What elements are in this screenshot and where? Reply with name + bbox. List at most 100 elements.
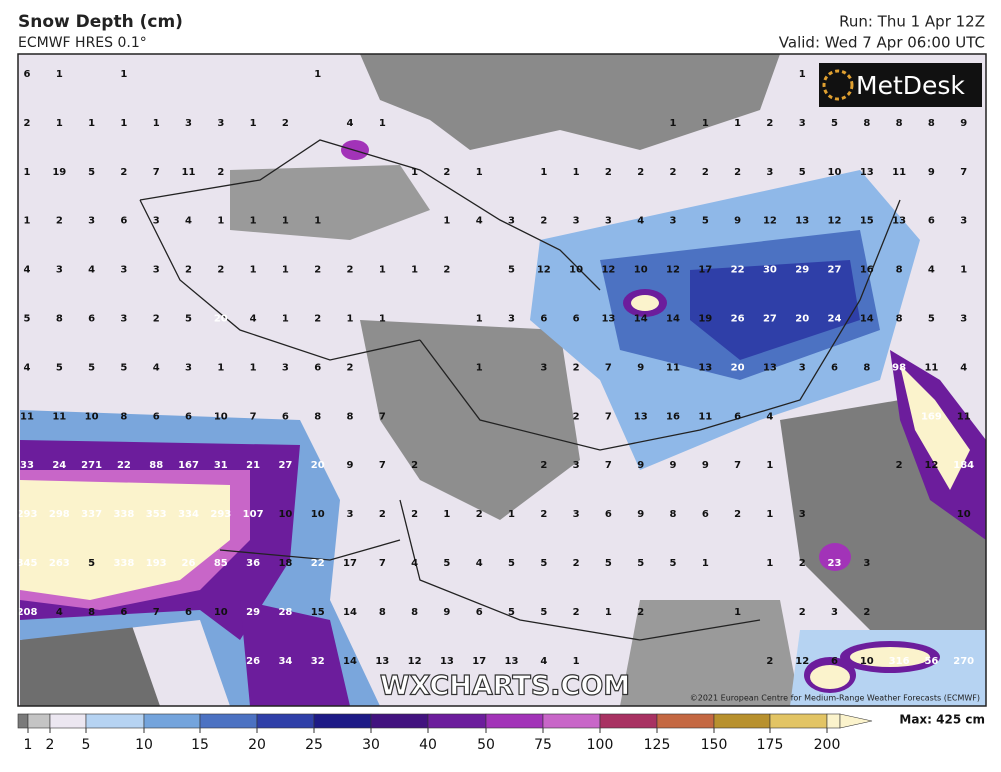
depth-value: 5 — [56, 362, 63, 373]
depth-value: 20 — [311, 460, 325, 471]
legend-label: 75 — [534, 737, 552, 753]
depth-value: 293 — [210, 509, 231, 520]
depth-value: 1 — [799, 69, 806, 80]
depth-value: 12 — [601, 265, 615, 276]
depth-value: 6 — [702, 509, 709, 520]
depth-value: 16 — [666, 411, 680, 422]
depth-value: 12 — [795, 656, 809, 667]
depth-value: 5 — [702, 216, 709, 227]
depth-value: 1 — [411, 265, 418, 276]
copyright: ©2021 European Centre for Medium-Range W… — [690, 694, 980, 703]
depth-value: 1 — [250, 265, 257, 276]
depth-value: 3 — [863, 558, 870, 569]
depth-value: 10 — [214, 411, 228, 422]
legend-swatch — [199, 713, 258, 729]
valid-time: Valid: Wed 7 Apr 06:00 UTC — [779, 34, 985, 52]
legend-arrow — [839, 713, 873, 729]
legend-swatch — [599, 713, 658, 729]
depth-value: 1 — [443, 509, 450, 520]
depth-value: 2 — [24, 118, 31, 129]
depth-value: 5 — [799, 167, 806, 178]
legend-swatch — [485, 713, 544, 729]
depth-value: 3 — [347, 509, 354, 520]
depth-value: 1 — [573, 167, 580, 178]
depth-value: 3 — [88, 216, 95, 227]
depth-value: 11 — [182, 167, 196, 178]
depth-value: 3 — [573, 509, 580, 520]
legend-label: 50 — [477, 737, 495, 753]
depth-value: 338 — [113, 558, 134, 569]
depth-value: 10 — [860, 656, 874, 667]
legend-label: 5 — [82, 737, 91, 753]
depth-value: 5 — [443, 558, 450, 569]
depth-value: 13 — [892, 216, 906, 227]
depth-value: 9 — [734, 216, 741, 227]
depth-value: 1 — [282, 216, 289, 227]
depth-value: 28 — [278, 607, 292, 618]
depth-value: 7 — [153, 167, 160, 178]
depth-value: 12 — [666, 265, 680, 276]
depth-value: 293 — [17, 509, 38, 520]
depth-value: 8 — [863, 362, 870, 373]
depth-value: 2 — [443, 167, 450, 178]
depth-value: 5 — [831, 118, 838, 129]
depth-value: 9 — [960, 118, 967, 129]
depth-value: 4 — [347, 118, 354, 129]
max-value: Max: 425 cm — [899, 713, 985, 727]
legend-swatch — [826, 713, 841, 729]
depth-value: 1 — [56, 69, 63, 80]
run-time: Run: Thu 1 Apr 12Z — [839, 13, 985, 31]
depth-value: 2 — [799, 558, 806, 569]
depth-value: 4 — [24, 265, 31, 276]
depth-value: 3 — [56, 265, 63, 276]
depth-value: 7 — [379, 460, 386, 471]
legend-swatch — [143, 713, 201, 729]
depth-value: 3 — [573, 216, 580, 227]
depth-value: 9 — [443, 607, 450, 618]
depth-value: 6 — [928, 216, 935, 227]
depth-value: 6 — [831, 362, 838, 373]
depth-value: 2 — [379, 509, 386, 520]
depth-value: 5 — [88, 362, 95, 373]
depth-value: 5 — [540, 607, 547, 618]
depth-value: 6 — [153, 411, 160, 422]
depth-value: 20 — [214, 314, 228, 325]
depth-value: 1 — [56, 118, 63, 129]
depth-value: 3 — [960, 314, 967, 325]
depth-value: 11 — [698, 411, 712, 422]
depth-value: 2 — [799, 607, 806, 618]
depth-value: 4 — [250, 314, 257, 325]
depth-value: 2 — [347, 265, 354, 276]
depth-value: 1 — [605, 607, 612, 618]
depth-value: 8 — [314, 411, 321, 422]
depth-value: 13 — [698, 362, 712, 373]
depth-value: 34 — [278, 656, 292, 667]
depth-value: 1 — [766, 460, 773, 471]
depth-value: 2 — [314, 265, 321, 276]
legend-label: 150 — [701, 737, 728, 753]
depth-value: 4 — [88, 265, 95, 276]
depth-value: 7 — [605, 460, 612, 471]
depth-value: 3 — [766, 167, 773, 178]
legend-label: 25 — [305, 737, 323, 753]
depth-value: 1 — [120, 118, 127, 129]
depth-value: 13 — [795, 216, 809, 227]
depth-value: 13 — [634, 411, 648, 422]
depth-value: 2 — [637, 167, 644, 178]
depth-value: 7 — [734, 460, 741, 471]
depth-value: 1 — [702, 558, 709, 569]
depth-value: 1 — [379, 118, 386, 129]
depth-value: 2 — [185, 265, 192, 276]
depth-value: 1 — [153, 118, 160, 129]
depth-value: 2 — [702, 167, 709, 178]
depth-value: 4 — [411, 558, 418, 569]
depth-value: 12 — [537, 265, 551, 276]
depth-value: 31 — [214, 460, 228, 471]
depth-value: 2 — [573, 607, 580, 618]
depth-value: 6 — [88, 314, 95, 325]
depth-value: 2 — [120, 167, 127, 178]
depth-value: 1 — [573, 656, 580, 667]
depth-value: 2 — [476, 509, 483, 520]
depth-value: 3 — [120, 265, 127, 276]
depth-value: 2 — [540, 216, 547, 227]
